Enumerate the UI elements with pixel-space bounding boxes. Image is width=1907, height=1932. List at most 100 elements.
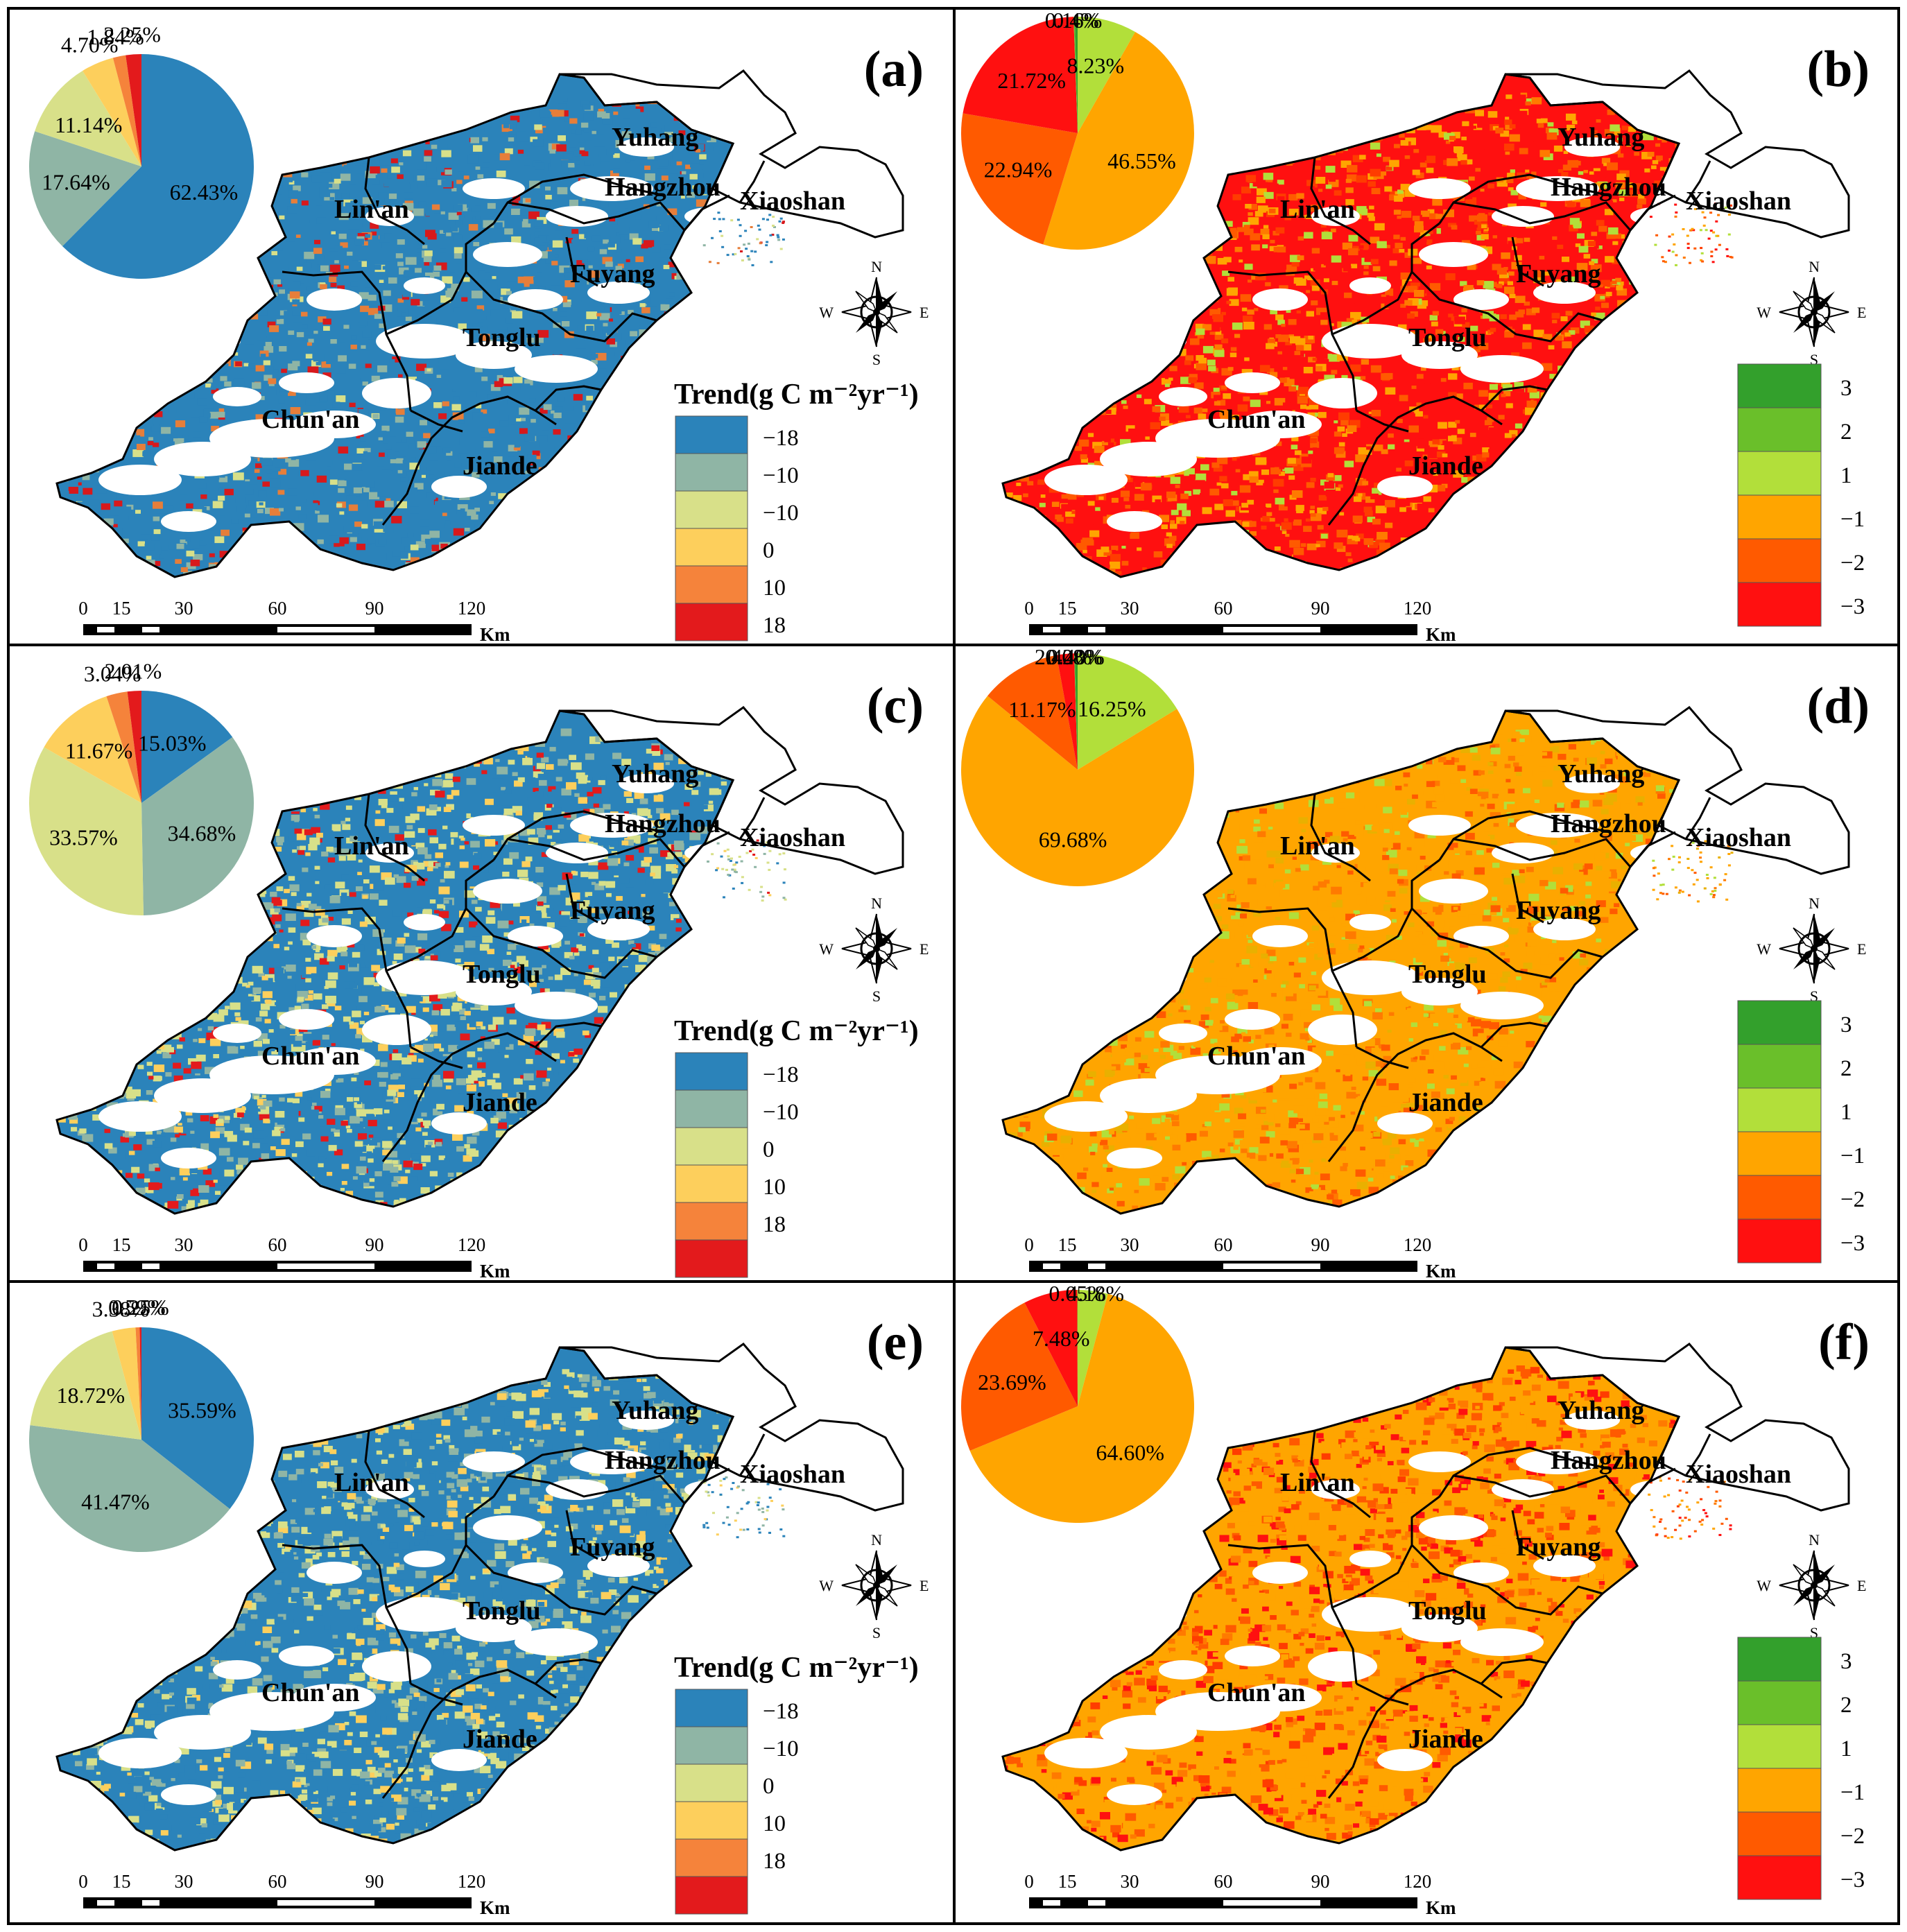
compass-letter-w: W <box>819 304 834 321</box>
scale-bar: 0 15 30 60 90 120 Km <box>1024 598 1456 645</box>
north-district-boundary <box>559 1342 904 1512</box>
legend-title: Trend(g C m⁻²yr⁻¹) <box>674 1015 919 1047</box>
district-border <box>1453 1447 1610 1477</box>
scale-tick-label: 15 <box>1058 598 1077 619</box>
scale-tick-label: 0 <box>1024 1871 1034 1892</box>
district-border <box>1410 270 1603 343</box>
district-label: Tonglu <box>463 960 541 989</box>
pie-label: 35.59% <box>168 1398 236 1423</box>
pie-label: 62.43% <box>170 180 239 205</box>
legend-label: −10 <box>763 1736 799 1761</box>
north-district-boundary <box>1505 1342 1850 1512</box>
scale-tick-label: 120 <box>1404 1871 1432 1892</box>
pie-label: 0.40% <box>1047 644 1105 669</box>
panel-e: Yuhang Hangzhou Xiaoshan Lin'an Fuyang Tonglu… <box>29 1295 929 1918</box>
district-border <box>1511 1510 1544 1560</box>
legend-label: 3 <box>1840 1649 1852 1674</box>
pie-chart: 16.25% 69.68% 11.17% 2.42%0.08%0.40% <box>960 644 1194 886</box>
pie-slice <box>141 737 254 915</box>
district-label: Jiande <box>1408 1725 1483 1754</box>
legend-label: 2 <box>1840 1693 1852 1718</box>
district-label: Jiande <box>463 1088 537 1117</box>
pie-slice <box>1077 1289 1078 1406</box>
district-label: Xiaoshan <box>1686 823 1791 852</box>
legend-swatch <box>1737 538 1822 583</box>
legend-swatch <box>675 1726 748 1765</box>
pie-label: 0.05% <box>1049 1281 1106 1306</box>
district-label: Chun'an <box>261 405 360 434</box>
pie-slice <box>1073 653 1078 770</box>
sparse-pixels <box>1649 202 1734 266</box>
district-label: Tonglu <box>1408 323 1487 352</box>
district-border <box>1310 1430 1371 1519</box>
district-border <box>739 797 766 840</box>
legend-label: 10 <box>763 576 786 601</box>
legend-label: 1 <box>1840 463 1852 488</box>
district-label: Yuhang <box>1557 1396 1644 1425</box>
scale-tick-label: 30 <box>175 1871 193 1892</box>
legend-swatch <box>1737 1087 1822 1132</box>
district-label: Chun'an <box>261 1678 360 1707</box>
legend-label: 0 <box>763 1137 775 1162</box>
pie-slice <box>1074 653 1078 770</box>
district-label: Tonglu <box>1408 960 1487 989</box>
panel-d: Yuhang Hangzhou Xiaoshan Lin'an Fuyang Tonglu… <box>960 644 1870 1282</box>
legend-label: 18 <box>763 1212 786 1237</box>
district-label: Chun'an <box>1207 1042 1306 1071</box>
district-label: Fuyang <box>1516 896 1600 925</box>
compass-letter-n: N <box>1809 895 1820 912</box>
pie-slice <box>1056 653 1078 770</box>
legend-swatch <box>675 1876 748 1915</box>
pie-label: 21.72% <box>997 68 1066 93</box>
compass-letter-e: E <box>1857 304 1866 321</box>
district-label: Fuyang <box>1516 1533 1600 1562</box>
legend-label: 2 <box>1840 420 1852 445</box>
district-border <box>683 194 730 231</box>
sparse-pixels <box>702 203 785 266</box>
legend-swatch <box>675 1239 748 1278</box>
district-label: Xiaoshan <box>740 1460 845 1489</box>
district-label: Jiande <box>1408 1088 1483 1117</box>
district-border <box>1327 1668 1503 1799</box>
north-district-boundary <box>1505 69 1850 239</box>
pie-slice <box>127 691 141 803</box>
scale-tick-label: 15 <box>112 1871 131 1892</box>
district-border <box>1453 173 1610 204</box>
legend-swatch <box>1737 1175 1822 1220</box>
district-border <box>381 1668 557 1799</box>
legend-swatch <box>675 603 748 641</box>
pie-label: 41.47% <box>81 1490 150 1515</box>
scale-tick-label: 60 <box>1214 1234 1233 1255</box>
district-border <box>565 236 598 287</box>
district-label: Chun'an <box>1207 1678 1306 1707</box>
district-border <box>1327 1032 1503 1162</box>
district-border <box>1511 236 1544 287</box>
district-border <box>465 1544 657 1616</box>
legend-swatch <box>1737 1637 1822 1682</box>
legend-label: −18 <box>763 426 799 451</box>
legend-swatch <box>1737 1724 1822 1769</box>
pie-label: 0.08% <box>1045 644 1103 669</box>
scale-tick-label: 0 <box>1024 598 1034 619</box>
pie-label: 64.60% <box>1096 1440 1164 1465</box>
legend: 3 2 1 −1 −2 −3 <box>1737 363 1865 627</box>
district-border <box>381 395 557 526</box>
legend-swatch <box>675 565 748 604</box>
legend-label: 18 <box>763 613 786 638</box>
compass-letter-n: N <box>1809 258 1820 275</box>
pie-slice <box>135 1327 141 1440</box>
scale-tick-label: 15 <box>1058 1871 1077 1892</box>
district-border <box>1480 1658 1548 1685</box>
district-border <box>683 1467 730 1504</box>
compass-letter-w: W <box>819 1577 834 1594</box>
district-label: Lin'an <box>334 831 409 861</box>
district-border <box>1629 831 1676 868</box>
pie-label: 69.68% <box>1039 827 1107 852</box>
sparse-pixels <box>707 839 787 902</box>
compass-letter-e: E <box>1857 1577 1866 1594</box>
pie-chart: 15.03% 34.68% 33.57% 11.67% 3.04%2.01% <box>28 658 254 915</box>
district-label: Tonglu <box>463 1596 541 1625</box>
pie-slice <box>35 71 142 166</box>
